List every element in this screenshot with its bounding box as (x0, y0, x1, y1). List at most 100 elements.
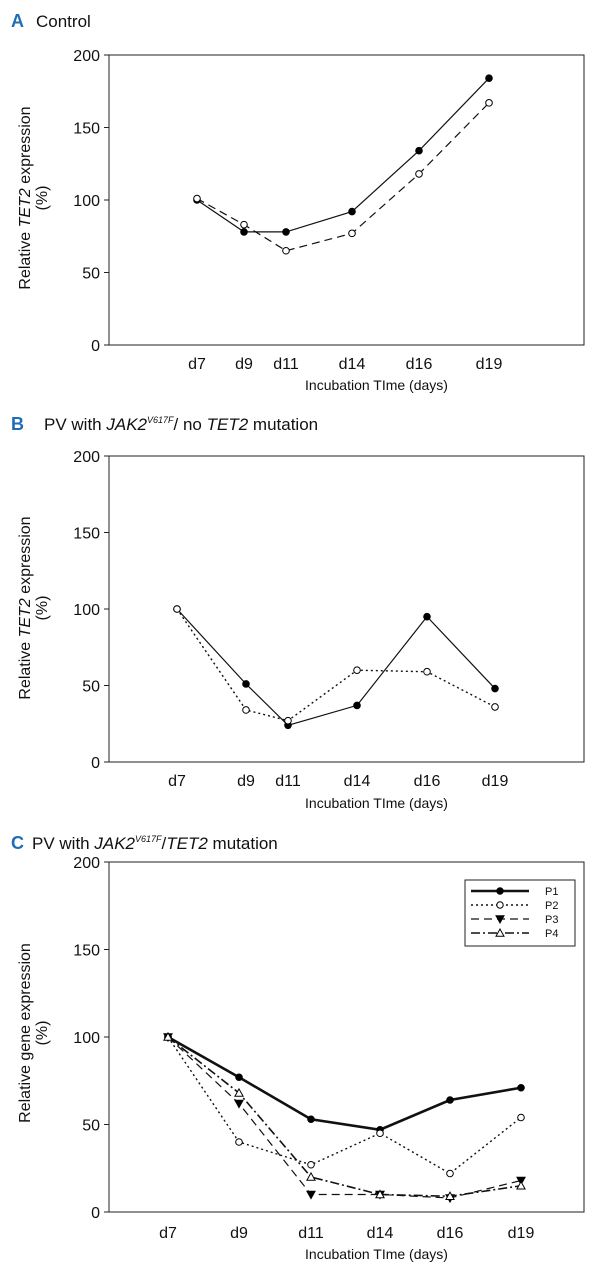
data-point-P1-d9 (235, 1073, 243, 1082)
data-point-P3-d9 (234, 1099, 244, 1109)
series-line-open (176, 608, 496, 722)
data-point-open-d19 (485, 99, 493, 107)
legend-marker-P2 (496, 901, 504, 909)
series-line-open (196, 102, 490, 252)
data-point-open-d14 (353, 666, 361, 675)
legend: P1 P2 P3 P4 (464, 879, 576, 947)
y-axis-label: Relative gene expression (17, 943, 34, 1123)
data-point-open-d16 (415, 170, 423, 178)
data-point-filled-d19 (485, 74, 493, 82)
data-point-P2-d11 (307, 1160, 315, 1169)
panel-letter: C (11, 833, 24, 853)
panel-b: B PV with JAK2V617F/ no TET2 mutation 0 50 1… (11, 414, 585, 811)
panel-letter: B (11, 414, 24, 434)
panel-letter: A (11, 11, 24, 31)
data-point-P4-d9 (234, 1087, 244, 1097)
x-tick-label: d14 (339, 356, 366, 373)
data-point-open-d7 (173, 605, 181, 613)
legend-label-P4: P4 (545, 928, 558, 940)
x-tick-label: d7 (188, 356, 206, 373)
data-point-filled-d11 (282, 228, 290, 236)
y-tick-label: 200 (73, 449, 100, 466)
series-line-filled (196, 77, 490, 233)
y-tick-label: 50 (82, 266, 100, 283)
x-tick-label: d14 (367, 1225, 394, 1242)
data-point-open-d7 (193, 194, 201, 203)
data-point-P4-d11 (306, 1171, 316, 1181)
panel-c: C PV with JAK2V617F/TET2 mutation 0 50 100 15… (11, 833, 585, 1262)
data-point-P2-d16 (446, 1169, 454, 1178)
data-point-open-d16 (423, 667, 431, 676)
x-tick-label: d11 (275, 773, 301, 790)
plot-frame (108, 54, 585, 346)
x-tick-label: d11 (273, 356, 299, 373)
y-tick-label: 100 (73, 602, 100, 619)
y-tick-label: 100 (73, 1030, 100, 1047)
data-point-filled-d14 (348, 207, 356, 216)
x-axis-label: Incubation TIme (days) (305, 1246, 448, 1262)
y-tick-label: 200 (73, 855, 100, 872)
data-point-P3-d11 (306, 1190, 316, 1200)
data-point-P1-d11 (307, 1115, 315, 1124)
data-point-P4-d16 (445, 1191, 455, 1201)
x-tick-label: d9 (230, 1225, 248, 1242)
y-tick-label: 50 (82, 679, 100, 696)
data-point-P2-d9 (235, 1138, 243, 1146)
y-tick-label: 0 (91, 338, 100, 355)
y-axis-label: Relative TET2 expression (17, 106, 34, 289)
y-axis-unit: (%) (34, 596, 51, 621)
y-tick-label: 150 (73, 526, 100, 543)
data-point-P4-d7 (163, 1031, 173, 1041)
y-tick-label: 0 (91, 755, 100, 772)
data-point-open-d9 (242, 706, 250, 714)
data-point-open-d9 (240, 220, 248, 229)
y-tick-label: 0 (91, 1205, 100, 1222)
legend-marker-P1 (496, 887, 504, 895)
data-point-filled-d9 (240, 228, 248, 236)
x-tick-label: d7 (159, 1225, 177, 1242)
series-line-P1 (167, 1035, 522, 1132)
data-point-filled-d19 (491, 684, 499, 693)
y-tick-label: 100 (73, 193, 100, 210)
x-tick-label: d19 (482, 773, 509, 790)
series-line-P4 (167, 1036, 522, 1198)
panel-a: A Control 0 50 100 150 200 d7 d9 d11 d14 d16 d19 Incu… (11, 11, 585, 393)
x-tick-label: d11 (298, 1225, 324, 1242)
x-axis-label: Incubation TIme (days) (305, 795, 448, 811)
data-point-P4-d14 (375, 1189, 385, 1199)
panel-title: PV with JAK2V617F/TET2 mutation (32, 834, 278, 853)
x-tick-label: d16 (406, 356, 433, 373)
data-point-filled-d16 (423, 612, 431, 621)
panel-title: Control (36, 12, 91, 31)
y-axis-unit: (%) (34, 1021, 51, 1046)
data-point-P1-d16 (446, 1096, 454, 1104)
x-tick-label: d14 (344, 773, 371, 790)
x-tick-label: d16 (437, 1225, 464, 1242)
data-point-open-d11 (284, 716, 292, 725)
data-point-open-d11 (282, 246, 290, 255)
data-point-open-d14 (348, 229, 356, 238)
y-tick-label: 150 (73, 943, 100, 960)
x-tick-label: d16 (414, 773, 441, 790)
data-point-filled-d16 (415, 146, 423, 155)
x-tick-label: d19 (508, 1225, 535, 1242)
series-line-filled (176, 608, 496, 726)
data-point-P2-d14 (376, 1129, 384, 1138)
data-point-P4-d19 (516, 1180, 526, 1190)
data-point-P2-d19 (517, 1113, 525, 1122)
x-axis-label: Incubation TIme (days) (305, 377, 448, 393)
data-point-P1-d19 (517, 1083, 525, 1092)
y-axis-unit: (%) (34, 186, 51, 211)
y-tick-label: 150 (73, 121, 100, 138)
y-tick-label: 200 (73, 48, 100, 65)
legend-label-P3: P3 (545, 914, 558, 926)
x-tick-label: d7 (168, 773, 186, 790)
y-axis-label: Relative TET2 expression (17, 516, 34, 699)
data-point-filled-d14 (353, 701, 361, 710)
x-tick-label: d19 (476, 356, 503, 373)
panel-title: PV with JAK2V617F/ no TET2 mutation (44, 415, 318, 434)
series-line-P3 (167, 1036, 522, 1199)
y-tick-label: 50 (82, 1118, 100, 1135)
x-tick-label: d9 (235, 356, 253, 373)
